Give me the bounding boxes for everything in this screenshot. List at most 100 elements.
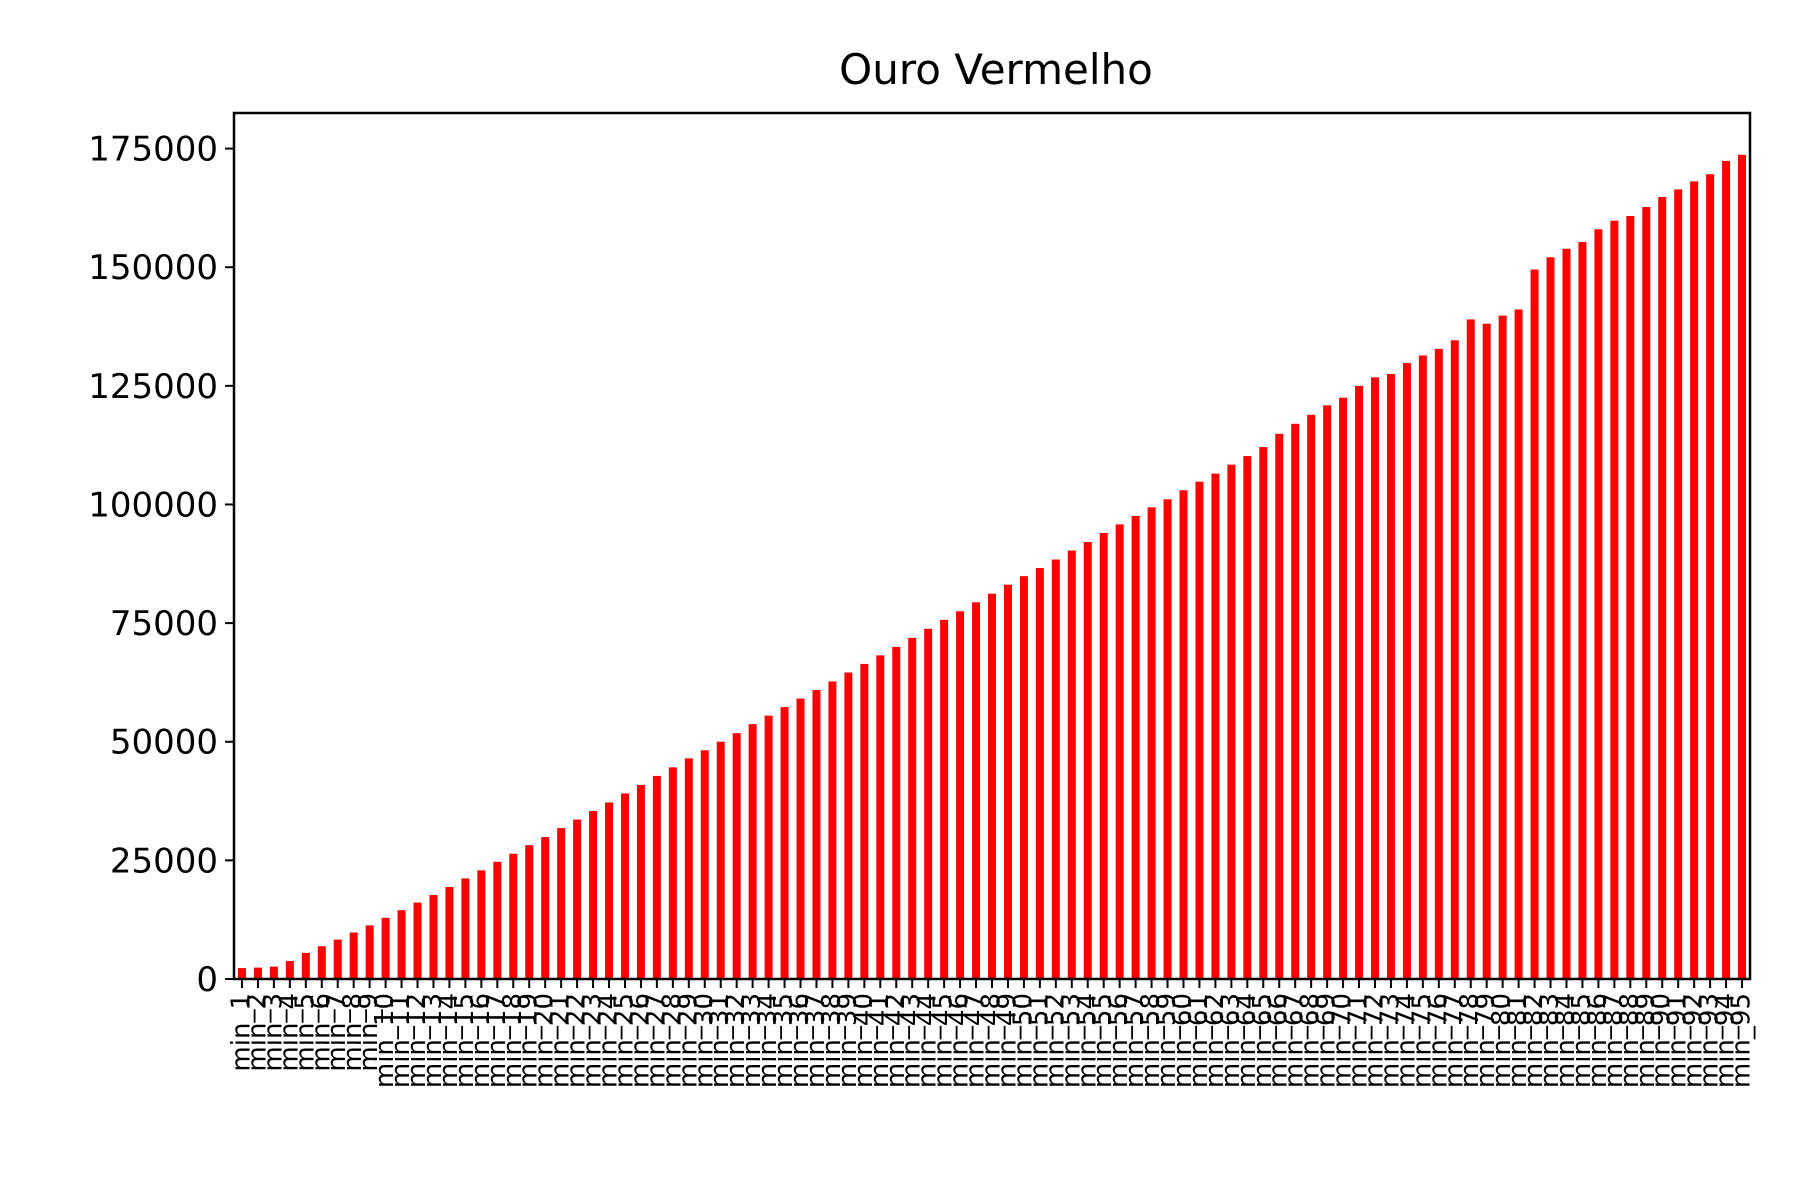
- bar-min_51: [1035, 568, 1044, 979]
- x-tick-label: min_22: [562, 993, 592, 1088]
- bar-min_15: [461, 878, 470, 979]
- x-tick-label: min_13: [418, 993, 448, 1088]
- x-tick-label: min_85: [1567, 993, 1597, 1088]
- x-tick-label: min_68: [1296, 993, 1326, 1088]
- y-tick-label: 150000: [88, 248, 218, 288]
- bar-min_65: [1259, 447, 1268, 979]
- y-tick-label: 75000: [110, 604, 218, 644]
- x-tick-label: min_1: [226, 993, 256, 1072]
- x-tick-label: min_75: [1407, 993, 1437, 1088]
- bar-min_20: [541, 837, 550, 979]
- bar-min_8: [349, 932, 358, 979]
- bar-min_93: [1706, 174, 1715, 979]
- bar-min_39: [844, 672, 853, 979]
- bar-min_37: [812, 690, 821, 979]
- bar-min_86: [1594, 229, 1603, 979]
- y-tick-label: 25000: [110, 841, 218, 881]
- x-tick-label: min_9: [354, 993, 384, 1072]
- x-tick-label: min_3: [258, 993, 288, 1072]
- x-tick-label: min_60: [1168, 993, 1198, 1088]
- bar-min_56: [1115, 524, 1124, 979]
- bar-min_95: [1738, 154, 1747, 979]
- x-tick-label: min_34: [753, 993, 783, 1088]
- x-tick-label: min_35: [769, 993, 799, 1088]
- x-tick-label: min_81: [1503, 993, 1533, 1088]
- bar-min_60: [1179, 490, 1188, 979]
- x-tick-label: min_14: [434, 993, 464, 1088]
- bar-min_33: [748, 724, 757, 979]
- x-tick-label: min_43: [897, 993, 927, 1088]
- x-tick-label: min_21: [546, 993, 576, 1088]
- bar-min_83: [1546, 257, 1555, 979]
- bar-min_16: [477, 870, 486, 979]
- bar-min_47: [972, 602, 981, 979]
- bar-min_58: [1147, 507, 1156, 979]
- x-tick-label: min_57: [1120, 993, 1150, 1088]
- bar-min_49: [1003, 584, 1012, 979]
- x-tick-label: min_52: [1040, 993, 1070, 1088]
- bar-min_94: [1722, 160, 1731, 979]
- bar-min_25: [620, 793, 629, 979]
- bar-min_3: [269, 966, 278, 979]
- y-tick-label: 175000: [88, 130, 218, 170]
- x-tick-label: min_88: [1615, 993, 1645, 1088]
- bar-min_73: [1386, 373, 1395, 979]
- x-tick-label: min_80: [1487, 993, 1517, 1088]
- bar-min_7: [333, 939, 342, 979]
- bar-min_24: [605, 802, 613, 979]
- x-tick-label: min_15: [450, 993, 480, 1088]
- x-tick-label: min_41: [865, 993, 895, 1088]
- bar-min_28: [668, 767, 677, 979]
- x-tick-label: min_28: [657, 993, 687, 1088]
- bar-min_44: [924, 628, 933, 979]
- x-tick-label: min_8: [338, 993, 368, 1072]
- bar-min_11: [397, 910, 406, 979]
- bar-min_10: [381, 917, 390, 979]
- x-tick-label: min_82: [1519, 993, 1549, 1088]
- bar-min_63: [1227, 464, 1236, 979]
- x-tick-label: min_36: [785, 993, 815, 1088]
- bar-min_64: [1243, 456, 1252, 980]
- bar-min_1: [237, 968, 246, 979]
- bar-min_34: [764, 715, 773, 979]
- x-tick-label: min_46: [945, 993, 975, 1088]
- x-tick-label: min_49: [992, 993, 1022, 1088]
- x-tick-label: min_19: [514, 993, 544, 1088]
- bar-min_92: [1690, 181, 1699, 979]
- y-axis: 0 25000 50000 75000 100000 125000 150000 175000: [88, 130, 234, 1000]
- bar-min_59: [1163, 499, 1172, 979]
- y-tick-label: 125000: [88, 367, 218, 407]
- bar-min_38: [828, 681, 837, 979]
- bar-min_52: [1051, 559, 1060, 979]
- x-tick-label: min_31: [705, 993, 735, 1088]
- bar-min_32: [732, 733, 741, 979]
- x-tick-label: min_27: [641, 993, 671, 1088]
- bar-min_4: [285, 960, 294, 979]
- bar-min_13: [429, 895, 438, 979]
- bar-min_78: [1466, 319, 1475, 979]
- y-tick-label: 100000: [88, 485, 218, 525]
- x-tick-label: min_45: [929, 993, 959, 1088]
- x-tick-label: min_16: [466, 993, 496, 1088]
- bar-min_57: [1131, 515, 1140, 979]
- x-tick-label: min_10: [370, 993, 400, 1088]
- bar-min_6: [317, 946, 326, 979]
- x-tick-label: min_92: [1679, 993, 1709, 1088]
- x-tick-label: min_79: [1471, 993, 1501, 1088]
- bar-min_77: [1450, 340, 1459, 979]
- bar-min_90: [1658, 196, 1667, 980]
- x-tick-label: min_73: [1375, 993, 1405, 1088]
- x-tick-label: min_24: [594, 993, 624, 1088]
- x-tick-label: min_95: [1727, 993, 1757, 1088]
- x-tick-label: min_50: [1008, 993, 1038, 1088]
- x-tick-label: min_26: [625, 993, 655, 1088]
- bar-min_53: [1067, 550, 1076, 979]
- bar-min_26: [636, 784, 645, 979]
- x-tick-label: min_87: [1599, 993, 1629, 1088]
- bar-min_88: [1626, 215, 1635, 980]
- bar-min_41: [876, 655, 885, 979]
- bar-min_43: [908, 637, 917, 979]
- bar-min_55: [1099, 532, 1108, 979]
- x-tick-label: min_38: [817, 993, 847, 1088]
- bar-min_35: [780, 707, 789, 979]
